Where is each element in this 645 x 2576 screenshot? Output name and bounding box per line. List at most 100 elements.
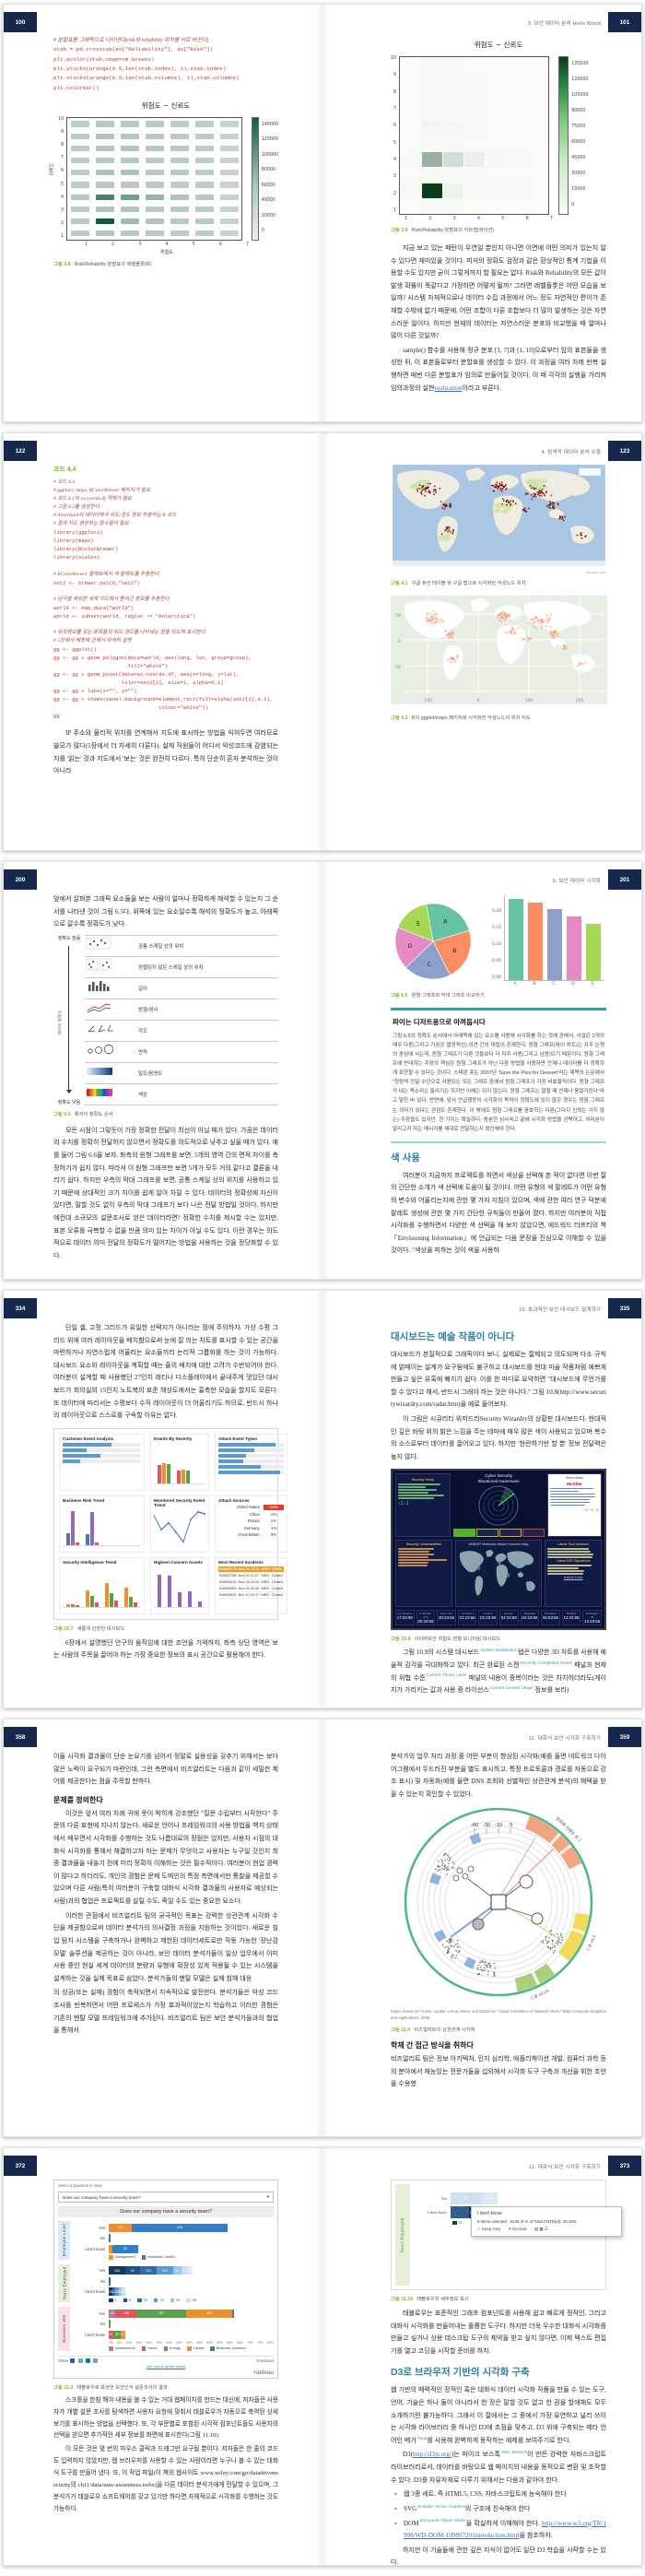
heatmap-cell <box>421 57 442 73</box>
chevron-down-icon: ▾ <box>266 2194 269 2199</box>
question-dropdown[interactable]: Does our company have a security team? ▾ <box>58 2192 274 2203</box>
heatmap-cell <box>120 206 139 212</box>
code-line: # 위치정보를 갖는 항목들의 위도/경도를 나타내는 점을 지도에 표시한다. <box>53 629 207 635</box>
bar-row[interactable]: I don't know 94 <box>74 2244 274 2253</box>
heatmap-cell <box>194 170 214 176</box>
share-row[interactable]: Share <box>58 2358 99 2363</box>
attack-map-panel: ARBOR Networks Attack Sources Map <box>454 1540 543 1608</box>
heatmap-cell <box>463 57 485 73</box>
heatmap-cell <box>145 194 164 200</box>
legend: Infrastructure Home Energy Capital Business … <box>109 2346 274 2351</box>
code-line: gg <- gg + labs(x="", y="") <box>53 688 137 695</box>
heatmap-cell <box>145 170 164 176</box>
heatmap-cell <box>170 145 189 152</box>
heatmap-cell <box>463 120 485 136</box>
svg-text:0: 0 <box>477 698 480 703</box>
heatmap-cell <box>485 89 506 104</box>
heatmap-cell <box>145 218 164 225</box>
page-number-tab: 200 <box>4 869 37 890</box>
chart-title: 위험도 ~ 신뢰도 <box>474 41 523 49</box>
running-head: 3. 보안 데이터 분석 Hello World <box>527 21 601 27</box>
heatmap-cell <box>145 206 164 212</box>
url-link[interactable]: http://www.w3.org/TR/1998/WD-DOM-1998072… <box>404 2519 606 2540</box>
heatmap-cell <box>170 206 189 212</box>
chart-title: Events By Severity <box>154 1436 193 1441</box>
code-line: fill="white") <box>53 663 169 670</box>
svg-text:A: A <box>443 918 448 925</box>
figure-caption: 그림 6.5 해석의 정확도 순서 <box>53 1111 113 1117</box>
svg-text:C: C <box>428 962 431 968</box>
author-link[interactable]: See how-to by the author <box>146 2364 186 2369</box>
chart-title: Security Intelligence Trend <box>63 1559 117 1565</box>
view-data-icons[interactable]: ▤ ▦ ☰ <box>534 2227 548 2231</box>
bar-row[interactable]: No <box>74 2276 274 2286</box>
accuracy-axis: 정확도 높음 해석의 정확도 정확도 낮음 <box>57 935 81 1105</box>
paragraph: 단일 셀, 고정 그리드가 유일한 선택지가 아니라는 점에 주의하자. 가상 … <box>53 1324 278 1420</box>
heatmap-cell <box>120 194 139 200</box>
code-line: plt.yticks(arange(0.5,len(xtab.index), 1… <box>53 65 227 72</box>
stacked-bars: Yes 128 415 No I don't know 94 <box>74 2223 274 2253</box>
url-link[interactable]: http://d3js.org/ <box>413 2451 452 2459</box>
section-years-employed: Years Employed Yes 128 91 103 113 41 31 No I don… <box>58 2263 274 2302</box>
heatmap-cell <box>506 57 527 73</box>
paragraph: sample() 함수를 사용해 정규 분포 [1, 7]과 [1, 10]으로… <box>391 346 606 392</box>
heatmap-cell <box>145 121 164 127</box>
heatmap-cell <box>421 104 442 120</box>
heatmap-cell <box>70 121 89 127</box>
running-head: 4. 탐색적 데이터 분석 수행 <box>541 450 601 455</box>
figure-10-8-dashboard: Security News ↓1 ↓1 Cyber Security Situat… <box>391 1469 606 1631</box>
paragraph: 하지만 이 기술들에 관한 깊은 지식이 없어도 일단 D3 학습을 시작할 수… <box>391 2546 606 2566</box>
page-left: 코드 4.4 # 코드 4.4 # ggplot2, maps, RColorBr… <box>4 433 322 850</box>
code-line: library(RColorBrewer) <box>53 546 119 553</box>
heatmap-cell <box>442 104 463 120</box>
heatmap-cell <box>170 170 189 176</box>
stacked-bars: Yes 128 91 103 113 41 31 No I don't know 24 21 24 22… <box>74 2266 274 2296</box>
heatmap-cell <box>506 136 527 151</box>
heatmap-cell <box>400 183 421 198</box>
paragraph: IP 주소와 물리적 위치를 연계해서 지도에 표시하는 방법을 익혀두면 여러… <box>53 729 278 775</box>
heatmap-cell <box>400 198 421 214</box>
bar-row[interactable]: I don't know 24 21 24 22 21 <box>84 2287 126 2296</box>
hbar-chart <box>63 1443 141 1463</box>
code-line: world <- map_data("world") <box>53 604 135 611</box>
facebook-icon[interactable] <box>70 2357 76 2363</box>
bar <box>567 916 582 980</box>
heatmap-cell <box>463 198 485 214</box>
heatmap-cell <box>70 170 89 176</box>
heatmap-cell <box>219 182 239 188</box>
figure-4-2: 50 0 -50 -100 0 100 200 그림 4.2 R의 ggplot/maps 패… <box>391 596 607 721</box>
page-number-tab: 358 <box>4 1727 37 1747</box>
bar-row[interactable]: Yes 128 45 <box>416 2192 602 2204</box>
incidents-table: IN3542719 Nov 04 11:11 HIGH OPEN IN3542766 No… <box>218 1566 284 1599</box>
twitter-icon[interactable] <box>77 2357 83 2363</box>
page-number-tab: 122 <box>4 441 37 461</box>
heatmap-cell <box>70 158 89 164</box>
linkedin-icon[interactable] <box>85 2357 90 2363</box>
bar-row[interactable]: Yes 128 415 <box>74 2223 274 2232</box>
heatmap-cell <box>70 182 89 188</box>
download-button[interactable]: Download <box>256 2357 274 2363</box>
figure-caption: 그림 11.9 태블로우로 표현한 보안인식 설문조사의 결과 <box>53 2384 168 2391</box>
bar-row[interactable]: I don't know 41 43 27 <box>84 2330 125 2339</box>
chart-title: 위험도 ~ 신뢰도 <box>141 100 191 110</box>
bar-row[interactable]: Yes 128 91 103 113 41 31 <box>74 2266 274 2275</box>
heatmap-cell <box>485 151 506 167</box>
x-axis-ticks: 0% 5% 10% 15% 20% 25% 30% 35% 40% 45% 50% 55% 60% 65%… <box>109 2341 274 2345</box>
running-head: 11. 대화식 보안 시각화 구축하기 <box>529 1736 601 1742</box>
keep-only-button[interactable]: ✓ Keep Only <box>477 2227 501 2231</box>
running-head: 11. 대화식 보안 시각화 구축하기 <box>529 2165 601 2170</box>
bar-row[interactable]: No <box>74 2320 274 2328</box>
exclude-button[interactable]: ✕ Exclude <box>508 2227 527 2231</box>
heatmap-cell <box>442 73 463 89</box>
figure-caption: 그림 3.8 Risk/Reliability 분할표의 레벨플롯(R) <box>53 261 152 267</box>
chart-title: Highest Concern Assets <box>154 1559 203 1565</box>
code-line: colour="white")) <box>53 704 208 712</box>
heatmap-cell <box>194 121 214 127</box>
email-icon[interactable] <box>92 2357 98 2363</box>
bar-row[interactable]: Yes 25 138 287 201 <box>74 2309 274 2318</box>
bar <box>528 902 544 980</box>
glossary-link[interactable]: realization <box>434 384 463 392</box>
bar-row[interactable]: No <box>74 2234 274 2242</box>
heatmap-cell <box>527 89 548 104</box>
page-right: 분석가의 업무 처리 과정 중 어떤 부분이 향상된 시각화(예를 들면 네트워… <box>322 1719 641 2136</box>
